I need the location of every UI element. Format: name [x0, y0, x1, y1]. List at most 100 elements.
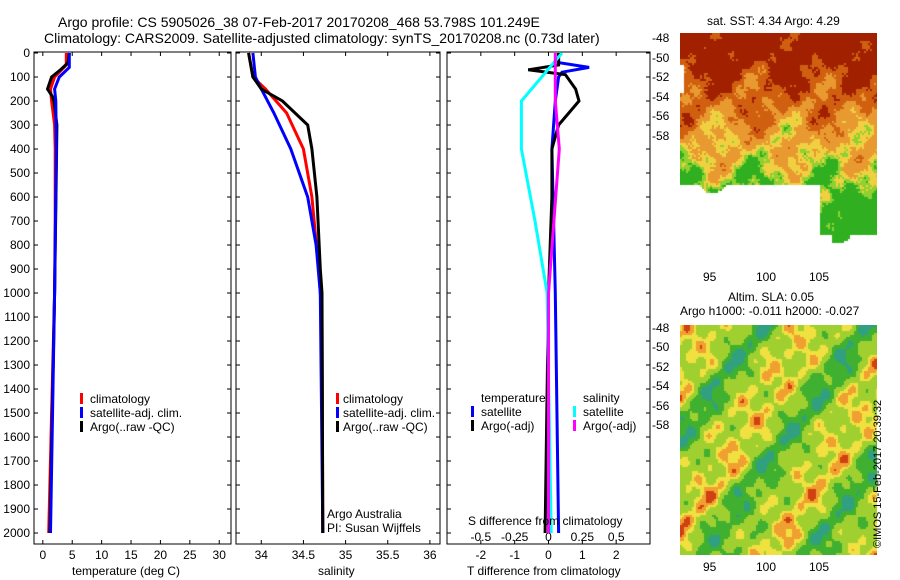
- lon-tick-label: 105: [809, 270, 829, 284]
- plot-frame: [34, 52, 231, 544]
- y-tick-label: 700: [10, 214, 30, 228]
- legend-climatology: climatology: [90, 392, 150, 406]
- sla-map-subtitle: Argo h1000: -0.011 h2000: -0.027: [680, 304, 859, 318]
- legend-swatch: [80, 407, 83, 418]
- x-tick-label: 20: [154, 548, 168, 562]
- y-tick-label: 2000: [3, 526, 30, 540]
- x2-tick-label: 0.25: [571, 530, 595, 544]
- y-tick-label: 1900: [3, 502, 30, 516]
- legend-t-argo: Argo(-adj): [481, 419, 534, 433]
- lon-tick-label: 100: [756, 270, 776, 284]
- lat-tick-label: -52: [652, 70, 669, 84]
- legend-t-satellite: satellite: [481, 405, 522, 419]
- x-tick-label: 15: [124, 548, 138, 562]
- imos-timestamp: ©IMOS 15-Feb-2017 20:39:32: [872, 400, 884, 548]
- x-tick-label: 30: [213, 548, 227, 562]
- lon-tick-label: 95: [703, 560, 716, 574]
- lon-tick-label: 105: [809, 560, 829, 574]
- lat-tick-label: -48: [652, 31, 669, 45]
- sla-map: [680, 325, 877, 555]
- annotation-argo-australia: Argo Australia: [327, 507, 402, 521]
- legend-swatch: [471, 420, 474, 431]
- sla-map-title: Altim. SLA: 0.05: [728, 290, 814, 304]
- x-tick-label: 0: [39, 548, 46, 562]
- legend-swatch: [80, 421, 83, 432]
- legend-swatch: [336, 421, 339, 432]
- x-tick-label: 5: [69, 548, 76, 562]
- y-tick-label: 1300: [3, 358, 30, 372]
- legend-climatology: climatology: [343, 392, 403, 406]
- x-tick-label: 25: [183, 548, 197, 562]
- y-tick-label: 1700: [3, 454, 30, 468]
- x-tick-label: 0: [545, 548, 552, 562]
- legend-argo: Argo(..raw -QC): [343, 420, 428, 434]
- y-tick-label: 1800: [3, 478, 30, 492]
- figure: Argo profile: CS 5905026_38 07-Feb-2017 …: [0, 0, 900, 580]
- x-axis-label-tdiff: T difference from climatology: [467, 564, 621, 578]
- x2-tick-label: 0.5: [608, 530, 625, 544]
- lat-tick-label: -56: [652, 109, 669, 123]
- y-tick-label: 600: [10, 190, 30, 204]
- legend-swatch: [336, 393, 339, 404]
- y-tick-label: 1200: [3, 334, 30, 348]
- x-tick-label: 35: [339, 548, 353, 562]
- legend-s-argo: Argo(-adj): [583, 419, 636, 433]
- lat-tick-label: -56: [652, 399, 669, 413]
- y-tick-label: 300: [10, 118, 30, 132]
- x-tick-label: 1: [579, 548, 586, 562]
- legend-argo: Argo(..raw -QC): [90, 420, 175, 434]
- lat-tick-label: -54: [652, 379, 669, 393]
- y-tick-label: 1100: [4, 310, 30, 324]
- x-tick-label: 34.5: [292, 548, 316, 562]
- x2-tick-label: -0.25: [501, 530, 529, 544]
- lat-tick-label: -50: [652, 340, 669, 354]
- lat-tick-label: -52: [652, 360, 669, 374]
- lon-tick-label: 95: [703, 270, 716, 284]
- series-line-satellite-adj-clim-: [253, 53, 323, 533]
- lat-tick-label: -58: [652, 418, 669, 432]
- legend-swatch: [573, 420, 576, 431]
- y-tick-label: 1500: [3, 406, 30, 420]
- sst-map-title: sat. SST: 4.34 Argo: 4.29: [707, 14, 840, 28]
- y-tick-label: 200: [10, 94, 30, 108]
- y-tick-label: 1400: [3, 382, 30, 396]
- series-line-argo-raw-qc-: [249, 53, 323, 533]
- x-tick-label: 36: [423, 548, 437, 562]
- lon-tick-label: 100: [756, 560, 776, 574]
- x-tick-label: -2: [475, 548, 486, 562]
- legend-swatch: [80, 393, 83, 404]
- legend-s-title: salinity: [583, 391, 620, 405]
- lat-tick-label: -58: [652, 129, 669, 143]
- y-tick-label: 800: [10, 238, 30, 252]
- lat-tick-label: -50: [652, 51, 669, 65]
- x-tick-label: 10: [95, 548, 109, 562]
- y-tick-label: 0: [23, 46, 30, 60]
- y-tick-label: 1600: [3, 430, 30, 444]
- x-tick-label: 2: [613, 548, 620, 562]
- legend-satellite: satellite-adj. clim.: [343, 406, 435, 420]
- x-tick-label: 35.5: [376, 548, 400, 562]
- annotation-pi: PI: Susan Wijffels: [327, 521, 421, 535]
- y-tick-label: 500: [10, 166, 30, 180]
- legend-swatch: [471, 406, 474, 417]
- x2-axis-label: S difference from climatology: [468, 514, 623, 528]
- y-tick-label: 1000: [3, 286, 30, 300]
- y-tick-label: 100: [10, 70, 30, 84]
- legend-t-title: temperature: [481, 391, 546, 405]
- legend-satellite: satellite-adj. clim.: [90, 406, 182, 420]
- plot-frame: [236, 52, 440, 544]
- y-tick-label: 400: [10, 142, 30, 156]
- lat-tick-label: -54: [652, 90, 669, 104]
- x-tick-label: 34: [255, 548, 269, 562]
- x-tick-label: -1: [509, 548, 520, 562]
- legend-swatch: [573, 406, 576, 417]
- sst-map: [680, 33, 877, 265]
- x-axis-label-temperature: temperature (deg C): [72, 564, 180, 578]
- lat-tick-label: -48: [652, 321, 669, 335]
- x-axis-label-salinity: salinity: [318, 564, 355, 578]
- series-line-climatology: [249, 53, 323, 533]
- legend-swatch: [336, 407, 339, 418]
- x2-tick-label: -0.5: [470, 530, 491, 544]
- legend-s-satellite: satellite: [583, 405, 624, 419]
- y-tick-label: 900: [10, 262, 30, 276]
